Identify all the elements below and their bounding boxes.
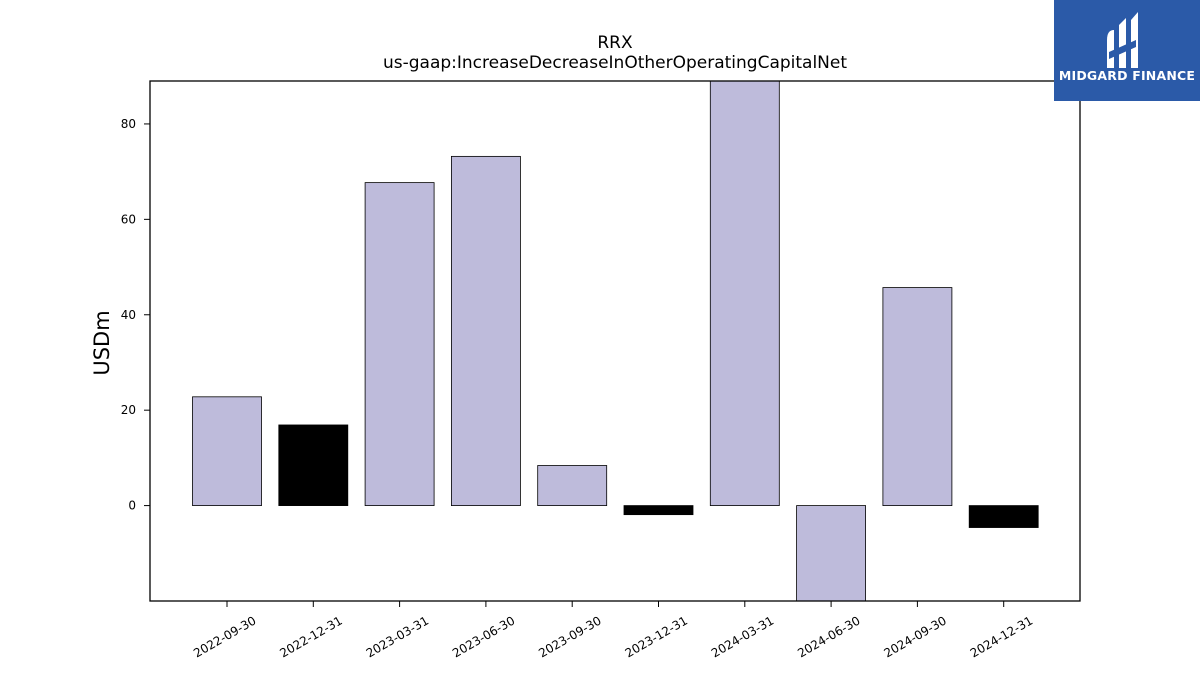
x-tick-label: 2024-09-30 xyxy=(881,613,948,660)
y-tick-label: 80 xyxy=(121,117,136,131)
bar-2023-03-31 xyxy=(364,182,435,506)
bars-group xyxy=(192,80,1039,602)
x-tick-label: 2022-12-31 xyxy=(277,613,344,660)
y-ticks-group: 0 20 40 60 80 xyxy=(121,117,150,513)
x-tick-label: 2023-09-30 xyxy=(536,613,603,660)
brand-logo: MIDGARD FINANCE xyxy=(1054,0,1200,101)
bar-2024-03-31 xyxy=(709,80,780,506)
midgard-logo-icon xyxy=(1107,12,1138,68)
y-tick-label: 60 xyxy=(121,212,136,226)
bar-2023-09-30 xyxy=(537,465,608,506)
y-tick-label: 20 xyxy=(121,403,136,417)
x-tick-label: 2022-09-30 xyxy=(191,613,258,660)
bar-2022-12-31 xyxy=(278,424,349,506)
x-ticks-group: 2022-09-30 2022-12-31 2023-03-31 2023-06-30… xyxy=(191,601,1035,660)
y-axis-label: USDm xyxy=(90,310,114,375)
x-tick-label: 2023-03-31 xyxy=(364,613,431,660)
x-tick-label: 2024-03-31 xyxy=(709,613,776,660)
y-tick-label: 0 xyxy=(128,499,136,513)
x-tick-label: 2023-06-30 xyxy=(450,613,517,660)
y-tick-label: 40 xyxy=(121,308,136,322)
bar-2024-09-30 xyxy=(882,287,953,506)
x-tick-label: 2024-06-30 xyxy=(795,613,862,660)
chart-title: RRX xyxy=(597,33,633,53)
bar-2024-06-30 xyxy=(796,505,866,602)
brand-name: MIDGARD FINANCE xyxy=(1058,68,1196,83)
x-tick-label: 2023-12-31 xyxy=(623,613,690,660)
bar-2024-12-31 xyxy=(968,505,1039,528)
chart-subtitle: us-gaap:IncreaseDecreaseInOtherOperating… xyxy=(383,53,847,73)
plot-frame xyxy=(149,80,1081,602)
bar-2023-06-30 xyxy=(450,155,521,506)
x-tick-label: 2024-12-31 xyxy=(968,613,1035,660)
bar-2023-12-31 xyxy=(623,505,694,516)
bar-2022-09-30 xyxy=(192,396,262,506)
